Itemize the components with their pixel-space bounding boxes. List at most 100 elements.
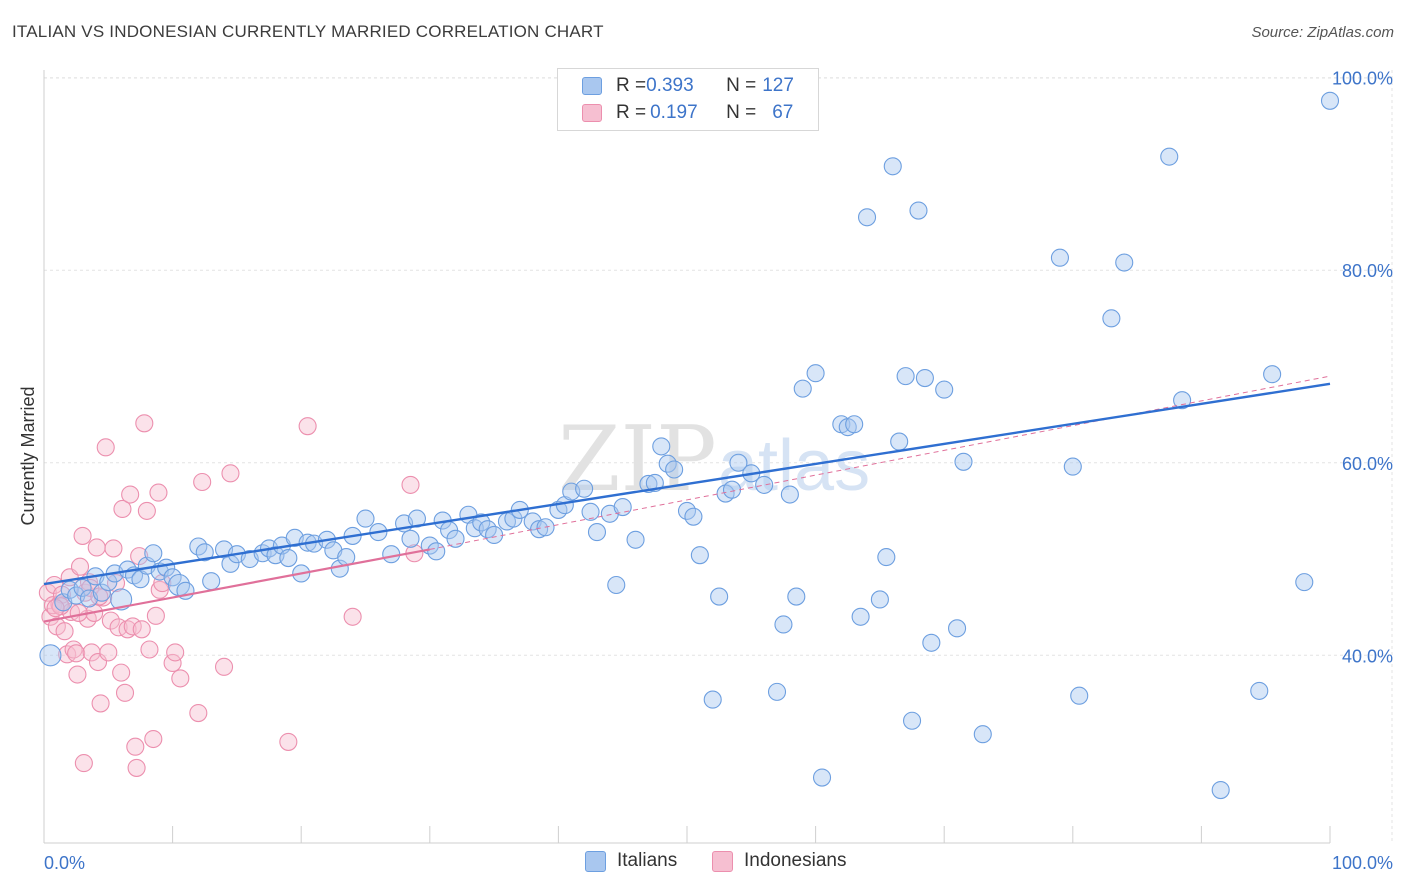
indonesians-point	[121, 485, 140, 504]
indonesians-point	[68, 665, 87, 684]
italians-point	[896, 367, 915, 386]
italians-point	[722, 480, 742, 499]
italians-point	[973, 725, 992, 744]
italians-point	[703, 690, 722, 709]
italians-point	[665, 460, 684, 479]
italians-point	[684, 507, 703, 526]
indonesians-point	[101, 611, 120, 630]
indonesians-point	[298, 417, 317, 436]
indonesians-r-label: R =	[616, 102, 647, 123]
indonesians-point	[115, 683, 135, 702]
y-axis-label: Currently Married	[18, 386, 38, 525]
indonesians-point	[106, 574, 126, 593]
italians-point	[1263, 365, 1282, 384]
italians-point	[902, 711, 922, 730]
italians-n-value: 127	[762, 75, 794, 96]
italians-point	[948, 619, 967, 638]
italians-point	[812, 768, 832, 787]
indonesians-point	[130, 547, 149, 566]
legend-row-italians: R = 0.393 N = 127	[582, 73, 794, 99]
italians-point	[922, 633, 941, 652]
italians-points	[39, 91, 1340, 800]
italians-point	[202, 572, 221, 591]
indonesians-point	[343, 607, 362, 626]
indonesians-point	[70, 557, 90, 576]
y-tick-label: 80.0%	[1342, 261, 1393, 281]
indonesians-point	[109, 618, 128, 637]
indonesians-point	[73, 526, 92, 545]
y-tick-label: 60.0%	[1342, 454, 1393, 474]
italians-point	[626, 530, 645, 549]
indonesians-point	[140, 640, 159, 659]
indonesians-point	[193, 472, 212, 492]
indonesians-point	[113, 499, 132, 519]
indonesians-n-value: 67	[772, 102, 794, 123]
italians-n-label: N =	[726, 75, 757, 96]
legend-item-indonesians[interactable]: Indonesians	[712, 850, 846, 872]
series-legend: Italians Indonesians	[0, 850, 1406, 878]
indonesians-point	[171, 669, 190, 688]
italians-point	[767, 682, 787, 701]
italians-point	[92, 583, 111, 602]
italians-point	[472, 513, 491, 532]
x-tick-label-right: 100.0%	[1332, 853, 1393, 873]
indonesians-point	[74, 754, 93, 773]
italians-point	[883, 157, 902, 176]
italians-point	[530, 520, 549, 539]
y-tick-labels: 40.0% 60.0% 80.0% 100.0%	[1332, 69, 1393, 667]
italians-point	[857, 208, 877, 227]
italians-point	[587, 523, 607, 542]
italians-point	[356, 509, 375, 528]
chart-title: ITALIAN VS INDONESIAN CURRENTLY MARRIED …	[12, 22, 604, 41]
italians-point	[774, 615, 793, 634]
italians-point	[110, 588, 133, 611]
italians-r-label: R =	[616, 75, 647, 96]
indonesians-trend-line	[43, 548, 431, 623]
indonesians-point	[118, 620, 137, 639]
italians-point	[710, 587, 729, 606]
indonesians-legend-label: Indonesians	[744, 850, 847, 871]
italians-point	[1173, 391, 1192, 410]
italians-trend-line	[43, 382, 1331, 586]
italians-point	[1115, 253, 1134, 272]
indonesians-n-label: N =	[726, 102, 757, 123]
indonesians-points	[38, 414, 424, 777]
y-tick-label: 40.0%	[1342, 646, 1393, 666]
italians-point	[851, 607, 870, 626]
italians-point	[1102, 309, 1121, 328]
italians-point	[1050, 248, 1069, 267]
italians-point	[787, 587, 806, 606]
italians-point	[607, 575, 626, 595]
indonesians-legend-swatch	[712, 850, 733, 872]
italians-point	[845, 415, 864, 434]
indonesians-point	[67, 644, 86, 663]
axes	[43, 70, 1331, 844]
legend-item-italians[interactable]: Italians	[585, 850, 677, 872]
indonesians-point	[55, 622, 74, 641]
indonesians-point	[146, 606, 165, 625]
y-tick-label: 100.0%	[1332, 69, 1393, 89]
italians-legend-label: Italians	[617, 850, 678, 871]
indonesians-point	[144, 729, 163, 749]
indonesians-point	[401, 475, 420, 494]
italians-point	[279, 549, 298, 568]
italians-point	[446, 529, 465, 548]
italians-point	[485, 525, 504, 545]
italians-point	[382, 545, 401, 564]
indonesians-point	[96, 438, 115, 457]
indonesians-point	[166, 643, 185, 662]
watermark: ZIP atlas	[558, 407, 870, 512]
italians-point	[729, 453, 748, 472]
italians-point	[1070, 686, 1089, 705]
indonesians-point	[135, 414, 154, 433]
stats-legend: R = 0.393 N = 127 R = 0.197 N = 67	[557, 68, 819, 131]
italians-r-value: 0.393	[646, 75, 694, 96]
indonesians-point	[137, 501, 156, 520]
indonesians-point	[127, 758, 146, 777]
italians-point	[793, 379, 812, 398]
indonesians-point	[163, 653, 182, 673]
italians-point	[755, 475, 774, 494]
italians-point	[73, 578, 92, 597]
x-tick-labels: 0.0% 100.0%	[44, 853, 1393, 873]
